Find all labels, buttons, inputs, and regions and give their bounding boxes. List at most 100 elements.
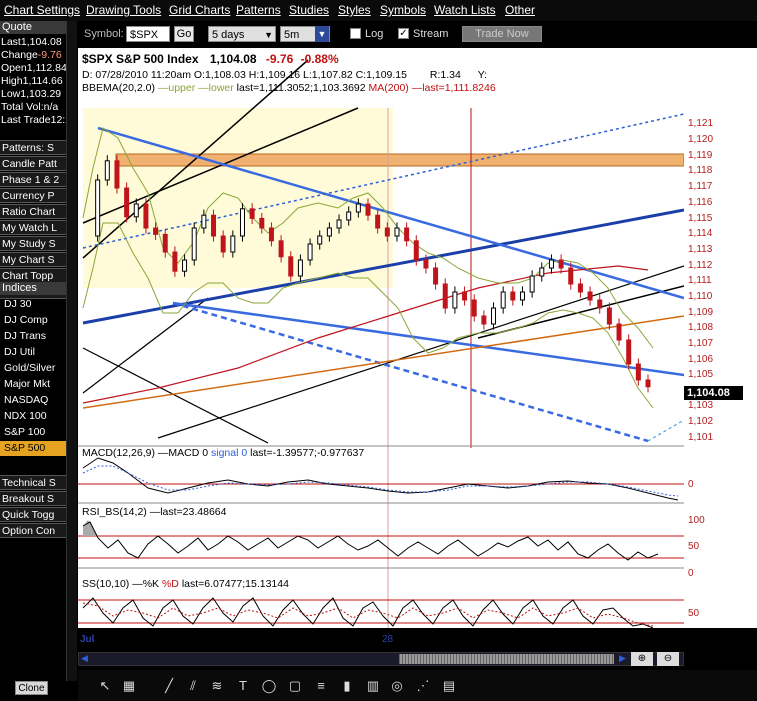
scroll-right-icon[interactable]: ▶ [619, 653, 626, 663]
panel-item[interactable]: Option Con [0, 523, 72, 538]
bbema-label: BBEMA(20,2.0) [82, 82, 155, 94]
ss-last: last=6.07477;15.13144 [181, 578, 289, 590]
interval-select[interactable]: 5m ▼ [280, 26, 330, 42]
index-item[interactable]: DJ 30 [4, 298, 32, 310]
index-item[interactable]: DJ Trans [4, 330, 47, 342]
ss-legend: SS(10,10) —%K %D last=6.07477;15.13144 [82, 578, 289, 590]
menu-item[interactable]: Chart Settings [4, 3, 81, 17]
text-icon[interactable]: T [239, 678, 247, 693]
candle-body [413, 240, 419, 261]
quote-label: High [1, 75, 23, 87]
candle-body [182, 259, 188, 272]
menu-item[interactable]: Other [505, 3, 536, 17]
rsi-line [82, 521, 659, 561]
panel-item[interactable]: Currency P [0, 188, 72, 203]
ohlc-legend: D: 07/28/2010 11:20am O:1,108.03 H:1,109… [82, 69, 487, 81]
menu-item[interactable]: Studies [289, 3, 330, 17]
candle-body [626, 339, 632, 365]
panel-item[interactable]: My Watch L [0, 220, 72, 235]
trendline [82, 297, 209, 394]
candles [95, 155, 651, 393]
ray-icon[interactable]: ≋ [211, 678, 223, 693]
range-select[interactable]: 5 days ▼ [208, 26, 276, 42]
x-label-jul: Jul [80, 634, 95, 645]
rsi-label: RSI_BS(14,2) [82, 506, 147, 518]
symbol-input[interactable]: $SPX [126, 26, 170, 42]
fibonacci-icon[interactable]: ≡ [317, 678, 325, 693]
macd-zero: —MACD 0 [157, 447, 209, 459]
bars-icon[interactable]: ▮ [343, 678, 351, 693]
price-tick: 1,121 [688, 118, 714, 129]
indicator-tick: 100 [688, 515, 705, 526]
double-line-icon[interactable]: ⫽ [190, 678, 196, 693]
panel-item[interactable]: Ratio Chart [0, 204, 72, 219]
panel-item[interactable]: Chart Topp [0, 268, 72, 283]
index-item[interactable]: NDX 100 [4, 410, 47, 422]
log-checkbox[interactable] [350, 28, 361, 39]
pointer-icon[interactable]: ↖ [99, 678, 111, 693]
candle-body [104, 160, 110, 181]
quote-row: Open1,112.84 [0, 62, 66, 75]
price-tick: 1,116 [688, 197, 713, 208]
index-item[interactable]: S&P 500 [0, 441, 72, 456]
menu-item[interactable]: Styles [338, 3, 371, 17]
panel-item[interactable]: Quick Togg [0, 507, 72, 522]
scroll-left-icon[interactable]: ◀ [81, 653, 88, 663]
zoom-out-icon[interactable]: ⊖ [657, 652, 679, 666]
indicator-tick: 50 [688, 541, 700, 552]
ss-d: %D [161, 578, 179, 590]
ellipse-icon[interactable]: ◯ [261, 678, 277, 693]
candle-body [558, 259, 564, 269]
quote-row: Change-9.76 [0, 49, 66, 62]
symbol-label: Symbol: [84, 28, 124, 40]
stream-checkbox[interactable]: ✓ [398, 28, 409, 39]
menu-item[interactable]: Grid Charts [169, 3, 231, 17]
candle-body [249, 208, 255, 219]
rectangle-icon[interactable]: ▢ [288, 678, 302, 693]
candle-body [162, 233, 168, 253]
menu-item[interactable]: Symbols [380, 3, 427, 17]
sidebar-scrollbar[interactable] [66, 21, 77, 681]
scroll-thumb[interactable] [399, 654, 614, 664]
zoom-in-icon[interactable]: ⊕ [631, 652, 653, 666]
index-item[interactable]: Major Mkt [4, 378, 51, 390]
go-button[interactable]: Go [174, 26, 194, 42]
panel-item[interactable]: My Study S [0, 236, 72, 251]
blue-trendline [172, 301, 684, 377]
trade-now-button[interactable]: Trade Now [462, 26, 542, 42]
clone-button[interactable]: Clone [15, 681, 48, 695]
r-value: R:1.34 [429, 69, 461, 81]
y-value: Y: [477, 69, 488, 81]
indices-header[interactable]: Indices [0, 282, 72, 295]
gann-icon[interactable]: ▤ [442, 678, 456, 693]
ss-k-line [82, 597, 654, 628]
panel-item[interactable]: Phase 1 & 2 [0, 172, 72, 187]
price-tick: 1,112 [688, 260, 713, 271]
fan-icon[interactable]: ⋰ [416, 678, 430, 693]
panel-item[interactable]: Patterns: S [0, 140, 72, 155]
price-axis: 1,121 1,120 1,119 1,118 1,117 1,116 1,115 1,114… [684, 48, 757, 628]
menu-item[interactable]: Drawing Tools [86, 3, 162, 17]
panel-item[interactable]: Breakout S [0, 491, 72, 506]
candle-body [616, 323, 622, 341]
quote-header[interactable]: Quote [0, 21, 72, 34]
index-item[interactable]: DJ Comp [4, 314, 48, 326]
panel-item[interactable]: My Chart S [0, 252, 72, 267]
panel-item[interactable]: Candle Patt [0, 156, 72, 171]
index-item[interactable]: S&P 100 [4, 426, 46, 438]
index-item[interactable]: Gold/Silver [4, 362, 56, 374]
index-item[interactable]: NASDAQ [4, 394, 49, 406]
line-icon[interactable]: ╱ [165, 678, 173, 693]
price-tick: 1,105 [688, 369, 714, 380]
menu-item[interactable]: Patterns [236, 3, 281, 17]
index-item[interactable]: DJ Util [4, 346, 35, 358]
columns-icon[interactable]: ▥ [366, 678, 380, 693]
panel-item[interactable]: Technical S [0, 475, 72, 490]
spiral-icon[interactable]: ◎ [391, 678, 403, 693]
grid-icon[interactable]: ▦ [122, 678, 136, 693]
chart-panel[interactable]: $SPX S&P 500 Index 1,104.08 -9.76 -0.88%… [78, 48, 684, 645]
chart-title-legend: $SPX S&P 500 Index 1,104.08 -9.76 -0.88% [82, 52, 339, 66]
chart-hscrollbar[interactable]: ◀ ▶ ⊕ ⊖ [78, 652, 684, 666]
menu-item[interactable]: Watch Lists [434, 3, 496, 17]
quote-row: Total Vol:n/a [0, 101, 66, 114]
